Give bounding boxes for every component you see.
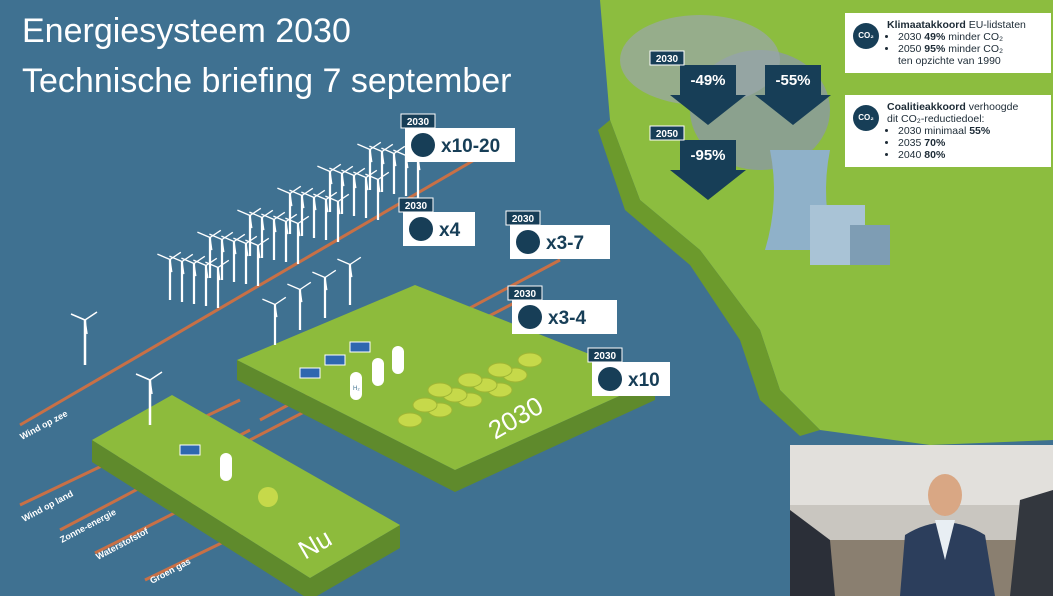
turbine-blade [378,172,389,179]
text: minder CO₂ [948,43,1003,55]
year: 2050 [898,43,921,55]
item: 2030 minimaal 55% [898,125,1045,137]
year-label: 2030 [512,214,535,225]
turbine-blade [287,284,300,289]
turbine-blade [85,312,97,320]
year: 2040 [898,149,921,161]
callout-label: x10 [628,370,660,391]
turbine-blade [298,216,309,223]
layer-label: Wind op land [20,488,75,523]
value: 70% [924,137,945,149]
tank-label: H₂ [353,386,360,392]
layer-label: Groen gas [148,556,192,586]
value: 80% [924,149,945,161]
item: 2030 49% minder CO₂ [898,31,1045,43]
turbine-blade [258,238,269,245]
callout-icon [598,367,622,391]
value: 49% [924,31,945,43]
year-label: 2030 [405,201,428,212]
turbine-blade [136,374,150,380]
turbine-blade [150,372,162,380]
value: 95% [924,43,945,55]
year: 2035 [898,137,921,149]
video-inset [790,445,1053,596]
turbine-blade [71,314,85,320]
year-label: 2030 [656,54,679,65]
turbine-blade [197,232,210,237]
turbine-blade [338,194,349,201]
layer-label: Waterstofstof [94,525,150,561]
text: minder CO₂ [948,31,1003,43]
digester [428,383,452,397]
year: 2030 [898,125,921,137]
callout-label: x10-20 [441,136,500,157]
turbine-blade [325,270,336,277]
reduction-label: -95% [690,147,725,164]
layer-label: Wind op zee [18,408,69,441]
illustration: Energiesysteem 2030 Technische briefing … [0,0,1053,596]
note: ten opzichte van 1990 [887,55,1045,67]
turbine-blade [350,257,361,264]
screen: Energiesysteem 2030 Technische briefing … [0,0,1053,596]
turbine-blade [337,259,350,264]
plant [850,225,890,265]
year-label: 2030 [407,117,430,128]
text: minimaal [924,125,966,137]
turbine-blade [357,144,370,149]
digester [458,373,482,387]
callout-icon [409,217,433,241]
reduction-label: -49% [690,72,725,89]
turbine-blade [218,260,229,267]
heading: Coalitieakkoord [887,101,966,113]
turbine-blade [277,188,290,193]
heading: Klimaatakkoord [887,19,966,31]
intro: EU-lidstaten [969,19,1026,31]
info-box: CO₂ Coalitieakkoord verhoogde dit CO₂-re… [845,95,1051,167]
callout-label: x3-7 [546,233,584,254]
reduction-label: -55% [775,72,810,89]
item: 2040 80% [898,149,1045,161]
callout-label: x4 [439,220,461,241]
item: 2035 70% [898,137,1045,149]
info-box: CO₂ Klimaatakkoord EU-lidstaten 2030 49%… [845,13,1051,73]
value: 55% [969,125,990,137]
icon: CO₂ [853,105,879,131]
intro: dit CO₂-reductiedoel: [887,113,1045,125]
callout-icon [516,230,540,254]
turbine-blade [237,210,250,215]
callout-icon [411,133,435,157]
turbine-blade [157,254,170,259]
callout-icon [518,305,542,329]
digester [518,353,542,367]
digester [398,413,422,427]
callout-label: x3-4 [548,308,586,329]
intro: verhoogde [969,101,1019,113]
icon: CO₂ [853,23,879,49]
digester [488,363,512,377]
turbine-blade [275,297,286,304]
year-label: 2030 [594,351,617,362]
turbine-blade [300,282,311,289]
year-label: 2050 [656,129,679,140]
year: 2030 [898,31,921,43]
title: Energiesysteem 2030 [22,12,351,50]
item: 2050 95% minder CO₂ [898,43,1045,55]
turbine-blade [317,166,330,171]
digester [413,398,437,412]
turbine-blade [312,272,325,277]
turbine-blade [262,299,275,304]
year-label: 2030 [514,289,537,300]
subtitle: Technische briefing 7 september [22,62,512,100]
